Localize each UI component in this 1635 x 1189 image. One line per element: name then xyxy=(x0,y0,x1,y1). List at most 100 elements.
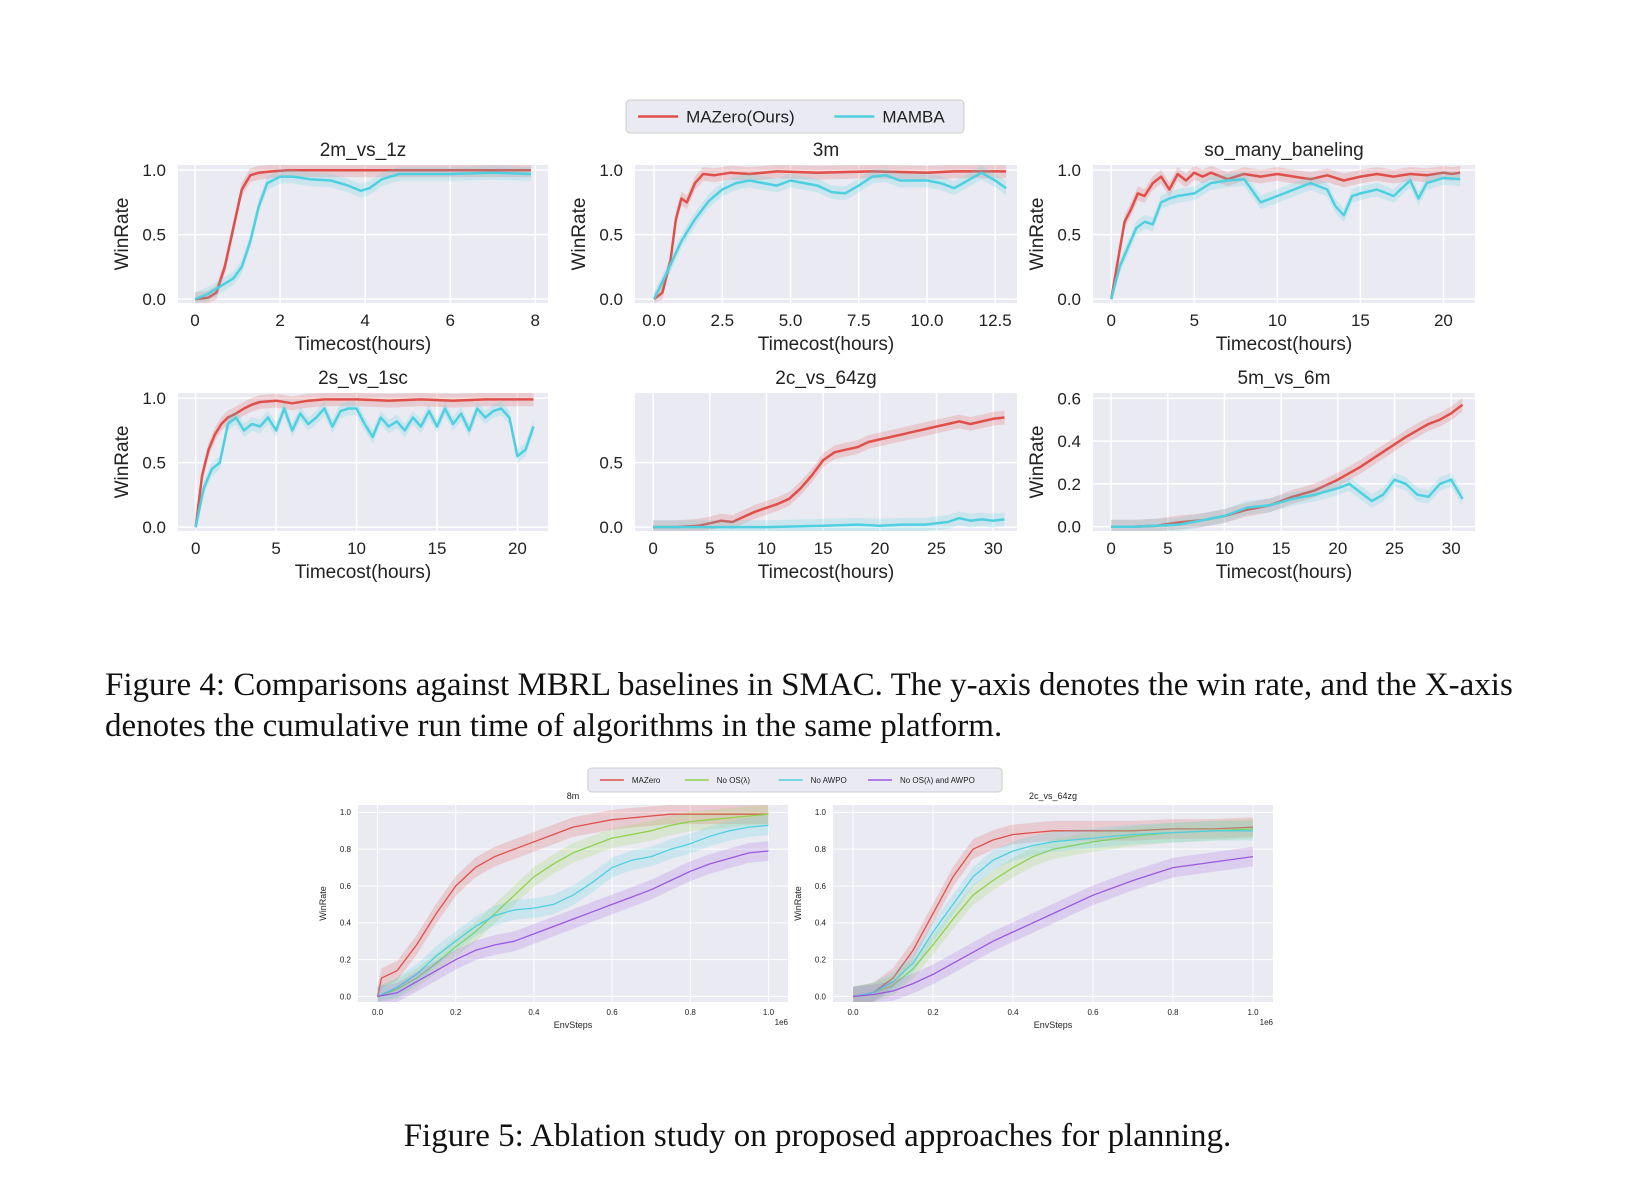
plot-area xyxy=(1093,393,1475,531)
y-axis-label: WinRate xyxy=(1027,198,1048,271)
legend-item-no-os-and-awpo: No OS(λ) and AWPO xyxy=(867,776,975,785)
legend-label: No OS(λ) xyxy=(717,776,751,785)
y-tick-label: 0.6 xyxy=(340,882,352,891)
x-tick-label: 0.4 xyxy=(528,1008,540,1017)
series-band-mamba xyxy=(195,401,534,531)
legend-item-no-awpo: No AWPO xyxy=(778,776,847,785)
legend-item-mazero: MAZero xyxy=(599,776,661,785)
series-line-mamba xyxy=(652,171,1007,300)
y-tick-label: 0.0 xyxy=(142,290,166,309)
x-tick-label: 5.0 xyxy=(779,311,803,330)
x-tick-label: 15 xyxy=(1351,311,1370,330)
x-axis-label: Timecost(hours) xyxy=(758,562,895,583)
figure-4-caption: Figure 4: Comparisons against MBRL basel… xyxy=(105,667,1513,744)
x-tick-label: 10 xyxy=(1268,311,1287,330)
y-tick-label: 0.0 xyxy=(340,992,352,1001)
x-tick-label: 0 xyxy=(190,311,199,330)
y-axis-label: WinRate xyxy=(112,198,133,271)
y-tick-label: 0.4 xyxy=(1057,432,1081,451)
x-tick-label: 30 xyxy=(984,539,1003,558)
panel-title: so_many_baneling xyxy=(1204,140,1364,161)
y-axis-label: WinRate xyxy=(1027,426,1048,499)
panel-title: 3m xyxy=(813,140,839,161)
x-tick-label: 7.5 xyxy=(847,311,871,330)
series-band-mazero xyxy=(853,817,1253,1002)
x-axis-label: Timecost(hours) xyxy=(295,562,432,583)
x-tick-label: 0.0 xyxy=(847,1008,859,1017)
legend-wrapper: MAZero No OS(λ) No AWPO No OS(λ) and AWPO xyxy=(587,767,1003,793)
series-line-mazero-ours xyxy=(1110,171,1461,300)
x-tick-label: 0.0 xyxy=(642,311,666,330)
x-tick-label: 0 xyxy=(191,539,200,558)
legend-item-mamba: MAMBA xyxy=(834,107,945,126)
y-tick-label: 0.8 xyxy=(815,845,827,854)
x-tick-label: 15 xyxy=(1272,539,1291,558)
x-tick-label: 10 xyxy=(757,539,776,558)
figure-5-caption: Figure 5: Ablation study on proposed app… xyxy=(403,1118,1232,1154)
panel-2m-vs-1z: 0 2 4 6 8 0.0 0.5 1.0 2m_vs_1z Timecost(hours) Win… xyxy=(112,140,548,355)
x-offset-label: 1e6 xyxy=(1260,1018,1274,1027)
y-axis-label: WinRate xyxy=(112,426,133,499)
legend-item-no-os: No OS(λ) xyxy=(684,776,751,785)
y-tick-label: 0.5 xyxy=(599,454,623,473)
series-line-mazero-ours xyxy=(194,168,531,301)
x-axis-label: Timecost(hours) xyxy=(758,334,895,355)
legend-label: MAMBA xyxy=(882,107,945,126)
x-axis-label: Timecost(hours) xyxy=(1216,562,1353,583)
series-line-no-os-and-awpo xyxy=(852,855,1254,998)
x-tick-label: 0.6 xyxy=(1087,1008,1099,1017)
series-band-mazero-ours xyxy=(1111,397,1463,531)
y-tick-label: 1.0 xyxy=(1057,161,1081,180)
x-tick-label: 0 xyxy=(1107,311,1116,330)
x-offset-label: 1e6 xyxy=(775,1018,789,1027)
series-line-mazero-ours xyxy=(194,398,534,528)
series-line-mamba xyxy=(653,516,1005,529)
x-tick-label: 20 xyxy=(1434,311,1453,330)
y-tick-label: 0.5 xyxy=(1057,226,1081,245)
x-tick-label: 1.0 xyxy=(763,1008,775,1017)
y-tick-label: 1.0 xyxy=(599,161,623,180)
panel-title: 8m xyxy=(567,791,580,801)
y-axis-label: WinRate xyxy=(569,198,590,271)
series-band-no-awpo xyxy=(377,815,769,1002)
y-tick-label: 0.4 xyxy=(340,919,352,928)
series-line-mazero-ours xyxy=(653,416,1005,529)
x-axis-label: EnvSteps xyxy=(1034,1020,1073,1030)
y-tick-label: 0.5 xyxy=(142,226,166,245)
legend-label: MAZero xyxy=(632,776,661,785)
x-tick-label: 0.8 xyxy=(1167,1008,1179,1017)
y-tick-label: 1.0 xyxy=(142,389,166,408)
x-tick-label: 0.4 xyxy=(1007,1008,1019,1017)
panel-title: 2m_vs_1z xyxy=(320,140,407,161)
x-tick-label: 5 xyxy=(1190,311,1199,330)
series-band-mamba xyxy=(195,165,531,303)
x-tick-label: 5 xyxy=(1163,539,1172,558)
x-tick-label: 10 xyxy=(1215,539,1234,558)
x-tick-label: 0.2 xyxy=(450,1008,462,1017)
y-tick-label: 0.8 xyxy=(340,845,352,854)
x-tick-label: 10 xyxy=(347,539,366,558)
x-axis-label: EnvSteps xyxy=(554,1020,593,1030)
series-line-no-os xyxy=(852,828,1254,998)
y-tick-label: 0.0 xyxy=(142,518,166,537)
series-line-no-os xyxy=(377,813,769,998)
x-tick-label: 15 xyxy=(814,539,833,558)
panel-so-many-baneling: 0 5 10 15 20 0.0 0.5 1.0 so_many_baneling Timecos… xyxy=(1027,140,1475,355)
y-tick-label: 0.5 xyxy=(599,226,623,245)
series-line-no-awpo xyxy=(377,824,769,998)
series-line-mazero-ours xyxy=(1111,403,1464,528)
x-tick-label: 2.5 xyxy=(710,311,734,330)
y-tick-label: 0.6 xyxy=(1057,389,1081,408)
x-tick-label: 6 xyxy=(445,311,454,330)
x-tick-label: 0.8 xyxy=(685,1008,697,1017)
legend-label: MAZero(Ours) xyxy=(686,107,795,126)
y-tick-label: 0.0 xyxy=(1057,518,1081,537)
plot-area xyxy=(358,805,788,1002)
y-tick-label: 1.0 xyxy=(815,808,827,817)
series-band-mamba xyxy=(1111,472,1463,531)
x-tick-label: 0 xyxy=(1106,539,1115,558)
legend-frame xyxy=(625,99,965,134)
panel-title: 5m_vs_6m xyxy=(1238,368,1331,389)
series-line-mamba xyxy=(1110,176,1461,300)
legend-label: No OS(λ) and AWPO xyxy=(900,776,975,785)
